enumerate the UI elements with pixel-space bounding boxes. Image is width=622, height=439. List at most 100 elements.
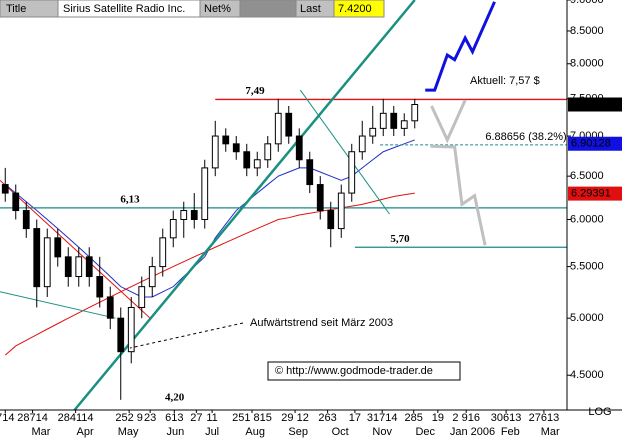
y-tick-label: 4.5000 bbox=[570, 369, 604, 381]
x-tick-label: 31714 bbox=[367, 412, 398, 424]
month-label: Sep bbox=[288, 426, 308, 438]
candle-body bbox=[337, 192, 345, 230]
x-tick-label: 11 bbox=[206, 412, 217, 424]
month-label: Jul bbox=[205, 426, 219, 438]
annotation: Aktuell: 7,57 $ bbox=[470, 75, 540, 87]
level-label: 6,13 bbox=[120, 193, 140, 205]
y-tick-label: 5.0000 bbox=[570, 312, 604, 324]
trend-line bbox=[0, 291, 116, 319]
x-tick-label: 30613 bbox=[491, 412, 522, 424]
candle-body bbox=[306, 159, 314, 186]
x-tick-label: 17 bbox=[349, 412, 361, 424]
candle-body bbox=[43, 237, 51, 288]
month-label: May bbox=[118, 426, 139, 438]
x-tick-label: 2 916 bbox=[452, 412, 480, 424]
x-tick-label: 251 815 bbox=[232, 412, 272, 424]
candle-body bbox=[190, 210, 198, 220]
candle-body bbox=[75, 256, 83, 278]
x-tick-label: 285 bbox=[405, 412, 423, 424]
x-tick-label: 284114 bbox=[58, 412, 94, 424]
candle-body bbox=[400, 120, 408, 129]
candle-body bbox=[390, 112, 398, 129]
x-tick-label: 23 bbox=[144, 412, 156, 424]
candle-body bbox=[1, 184, 9, 194]
candle-body bbox=[285, 112, 293, 137]
candle-body bbox=[138, 286, 146, 308]
candle-body bbox=[169, 218, 177, 239]
month-label: Oct bbox=[332, 426, 349, 438]
month-label: Jun bbox=[166, 426, 184, 438]
candle-body bbox=[12, 192, 20, 212]
x-tick-label: 252 9 bbox=[115, 412, 143, 424]
month-label: Apr bbox=[76, 426, 93, 438]
candle-body bbox=[180, 210, 188, 220]
month-label: Feb bbox=[501, 426, 520, 438]
trend-line bbox=[299, 89, 390, 215]
header-net-label: Net% bbox=[204, 3, 231, 15]
candle-body bbox=[232, 143, 240, 153]
annotation: Aufwärtstrend seit März 2003 bbox=[250, 317, 393, 329]
price-marker bbox=[568, 136, 622, 151]
candle-body bbox=[54, 237, 62, 258]
annotation: © http://www.godmode-trader.de bbox=[275, 365, 433, 377]
price-marker bbox=[568, 97, 622, 112]
candle-body bbox=[64, 256, 72, 278]
y-tick-label: 5.5000 bbox=[570, 261, 604, 273]
month-label: Dec bbox=[415, 426, 435, 438]
x-tick-label: 613 bbox=[165, 412, 183, 424]
y-tick-label: 8.0000 bbox=[570, 58, 604, 70]
header-last-value: 7.4200 bbox=[338, 3, 372, 15]
month-label: Aug bbox=[245, 426, 265, 438]
candle-body bbox=[243, 151, 251, 169]
candle-body bbox=[33, 228, 41, 288]
projection bbox=[430, 99, 467, 144]
month-label: Jan 2006 bbox=[450, 426, 495, 438]
x-tick-label: 28714 bbox=[17, 412, 48, 424]
x-tick-label: 27613 bbox=[529, 412, 560, 424]
x-tick-label: 263 bbox=[318, 412, 336, 424]
month-label: Nov bbox=[372, 426, 392, 438]
trend-line bbox=[0, 179, 151, 319]
month-label: Mar bbox=[31, 426, 50, 438]
y-tick-label: 6.5000 bbox=[570, 170, 604, 182]
x-tick-label: 19 bbox=[432, 412, 444, 424]
candle-body bbox=[117, 317, 125, 353]
candle-body bbox=[148, 266, 156, 288]
header-cell bbox=[239, 0, 297, 18]
candle-body bbox=[348, 151, 356, 194]
candle-body bbox=[327, 210, 335, 230]
month-label: Mar bbox=[541, 426, 560, 438]
annotation-pointer bbox=[129, 322, 244, 349]
candle-body bbox=[211, 135, 219, 169]
header-name: Sirius Satellite Radio Inc. bbox=[63, 3, 185, 15]
candle-body bbox=[379, 112, 387, 129]
y-tick-label: 6.0000 bbox=[570, 213, 604, 225]
candle-body bbox=[369, 127, 377, 137]
candle-body bbox=[22, 210, 30, 230]
candle-body bbox=[295, 135, 303, 161]
candle-body bbox=[253, 159, 261, 169]
scale-label: LOG bbox=[588, 406, 611, 418]
header: Title Sirius Satellite Radio Inc. Net% L… bbox=[0, 0, 385, 18]
x-tick-label: 29 12 bbox=[281, 412, 309, 424]
level-label: 5,70 bbox=[390, 233, 410, 245]
candle-body bbox=[222, 135, 230, 145]
candle-body bbox=[96, 276, 104, 298]
candle-body bbox=[106, 296, 114, 319]
plot-area bbox=[0, 0, 567, 411]
projection bbox=[425, 1, 496, 92]
y-tick-label: 8.5000 bbox=[570, 25, 604, 37]
header-last-label: Last bbox=[300, 3, 321, 15]
price-marker-label: 7.4200 bbox=[571, 98, 605, 110]
price-marker-label: 6.29391 bbox=[571, 188, 611, 200]
price-marker-label: 6.90128 bbox=[571, 138, 611, 150]
header-cell bbox=[333, 0, 385, 18]
level-label: 6.88656 (38.2%) bbox=[485, 131, 566, 143]
annotation: 4,20 bbox=[165, 392, 185, 404]
moving-average bbox=[4, 192, 415, 356]
y-tick-label: 9.0000 bbox=[570, 0, 604, 6]
x-tick-label: 27 bbox=[190, 412, 202, 424]
candle-body bbox=[358, 135, 366, 153]
